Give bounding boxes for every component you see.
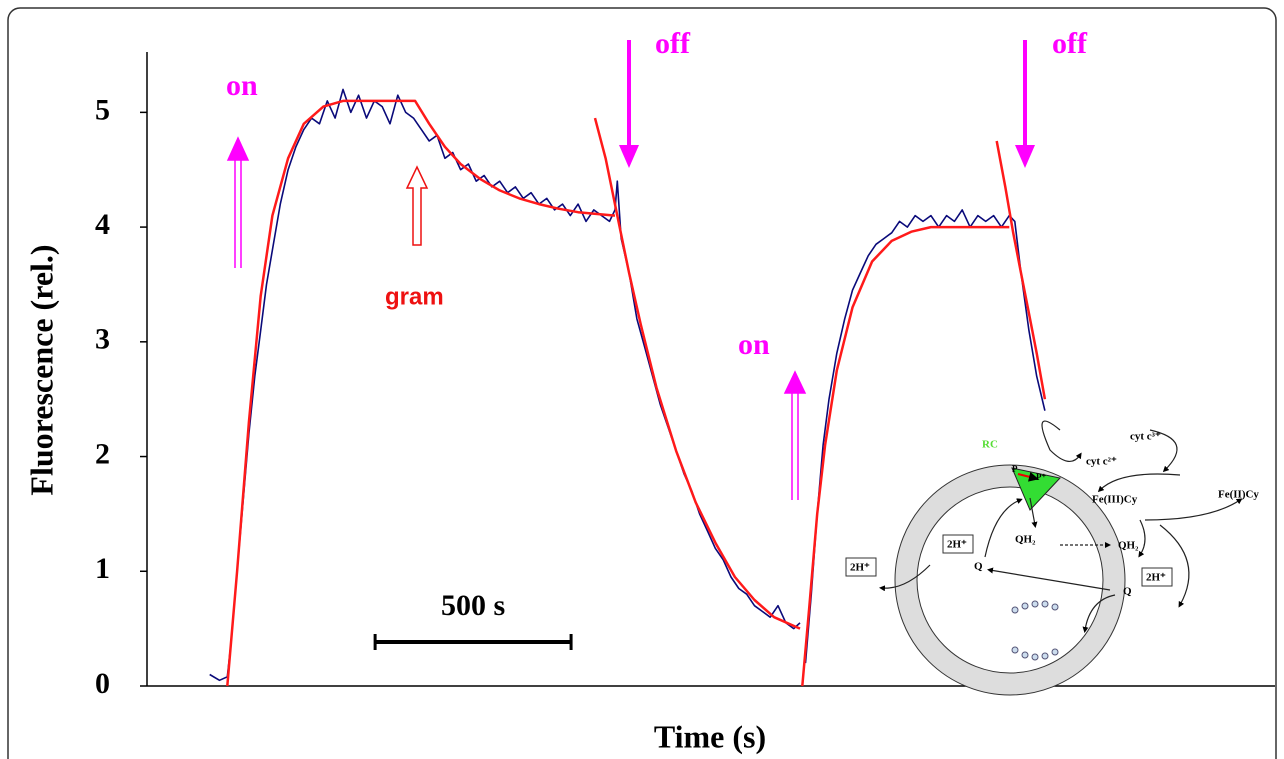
fit-line: [226, 99, 1047, 687]
inset-label: RC: [982, 439, 998, 451]
inset-label: 2H⁺: [947, 539, 967, 551]
y-axis-label: Fluorescence (rel.): [23, 244, 59, 495]
annotation: gram: [385, 283, 444, 310]
inset-label: 2H⁺: [850, 562, 870, 574]
annotation: off: [655, 27, 691, 60]
on-arrow: [783, 370, 807, 500]
y-tick-label: 3: [95, 323, 110, 356]
scale-bar-label: 500 s: [441, 589, 505, 622]
gram-arrow: [405, 165, 429, 246]
inset-label: Fe(III)Cy: [1092, 494, 1138, 506]
inset-diagram: RC cyt c³⁺ cyt c²⁺ Fe(III)Cy Fe(II)Cy QH…: [845, 420, 1259, 696]
annotation: on: [738, 328, 770, 361]
x-axis-label: Time (s): [654, 718, 766, 754]
frame: [7, 7, 1277, 759]
lipids: [1011, 600, 1059, 661]
inset-label: Fe(II)Cy: [1218, 489, 1259, 501]
plot-area: [209, 88, 1047, 687]
off-arrow: [619, 40, 639, 168]
off-arrow: [1015, 40, 1035, 168]
inset-label: P: [1012, 464, 1018, 474]
annotation: on: [226, 69, 258, 102]
inset-label: Q: [974, 561, 983, 573]
y-tick-label: 4: [95, 208, 110, 241]
y-tick-label: 2: [95, 437, 110, 470]
inset-label: QH₂: [1015, 534, 1036, 546]
y-tick-label: 0: [95, 667, 110, 700]
inset-label: QH₂: [1118, 540, 1139, 552]
y-tick-label: 1: [95, 552, 110, 585]
inset-label: 2H⁺: [1146, 572, 1166, 584]
y-tick-label: 5: [95, 93, 110, 126]
on-arrow: [226, 136, 250, 268]
inset-label: P⁺: [1036, 472, 1046, 482]
inset-label: cyt c²⁺: [1086, 456, 1117, 468]
inset-label: cyt c³⁺: [1130, 431, 1161, 443]
annotation: off: [1052, 27, 1088, 60]
measured-line: [209, 88, 1046, 682]
inset-label: Q: [1123, 586, 1132, 598]
